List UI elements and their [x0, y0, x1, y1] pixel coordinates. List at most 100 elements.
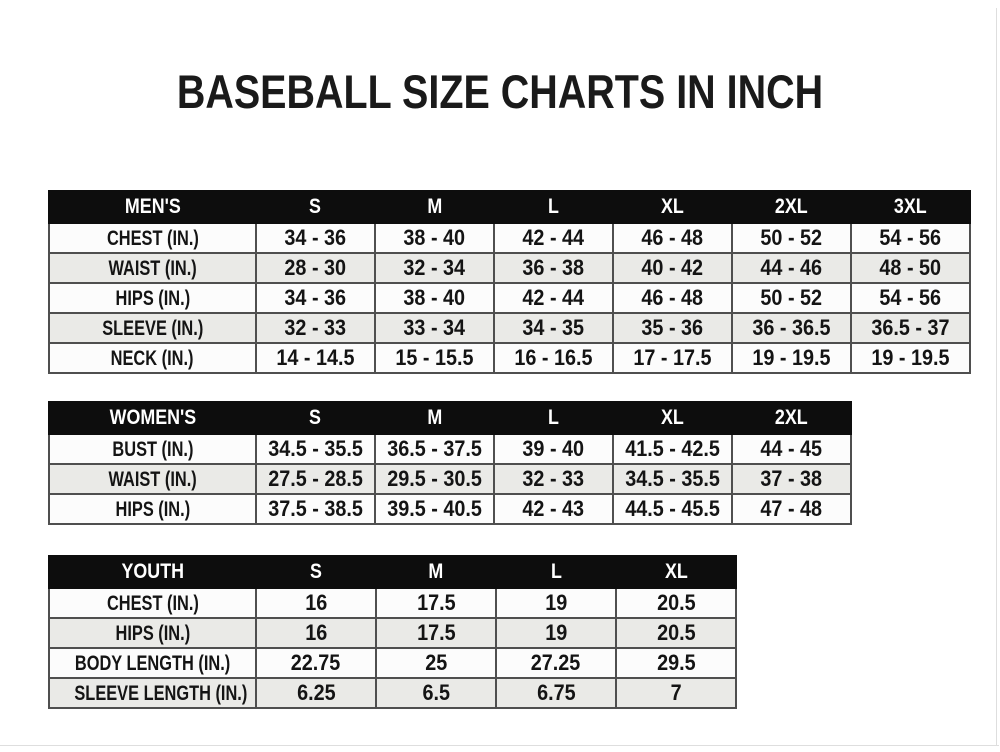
youth-size-table: YOUTH S M L XL CHEST (IN.) 16 17.5 19 20.5 HIPS (I…	[48, 555, 737, 709]
size-value-cell: 46 - 48	[612, 222, 733, 254]
size-value-cell: 36.5 - 37.5	[374, 433, 495, 465]
size-column-header: M	[374, 401, 495, 435]
size-value: 36.5 - 37.5	[387, 436, 482, 461]
size-value-cell: 50 - 52	[731, 282, 852, 314]
size-value-cell: 19 - 19.5	[850, 342, 971, 374]
size-value: 44 - 45	[760, 436, 823, 461]
size-value: 38 - 40	[403, 225, 466, 250]
size-column-header: S	[255, 190, 376, 224]
size-value: 44.5 - 45.5	[625, 496, 720, 521]
header-label: 2XL	[775, 195, 808, 218]
size-value-cell: 17.5	[375, 587, 497, 619]
size-value-cell: 25	[375, 647, 497, 679]
size-value-cell: 44 - 46	[731, 252, 852, 284]
row-label: SLEEVE LENGTH (IN.)	[74, 682, 248, 705]
size-value-cell: 34 - 36	[255, 282, 376, 314]
header-label: 3XL	[894, 195, 927, 218]
size-column-header: S	[255, 555, 377, 589]
size-value-cell: 54 - 56	[850, 282, 971, 314]
row-label-cell: CHEST (IN.)	[48, 587, 257, 619]
size-value-cell: 36 - 36.5	[731, 312, 852, 344]
size-value: 32 - 33	[284, 315, 347, 340]
size-value: 25	[424, 650, 448, 675]
header-label: YOUTH	[121, 560, 184, 583]
size-value: 35 - 36	[641, 315, 704, 340]
size-value-cell: 27.5 - 28.5	[255, 463, 376, 495]
row-label-cell: SLEEVE (IN.)	[48, 312, 257, 344]
table-row: HIPS (IN.) 37.5 - 38.5 39.5 - 40.5 42 - 43 4…	[48, 493, 852, 525]
size-value-cell: 54 - 56	[850, 222, 971, 254]
header-label: M	[427, 195, 442, 218]
size-value: 33 - 34	[403, 315, 466, 340]
row-label: NECK (IN.)	[111, 347, 194, 370]
size-column-header: M	[374, 190, 495, 224]
size-value: 29.5 - 30.5	[387, 466, 482, 491]
size-value-cell: 34.5 - 35.5	[612, 463, 733, 495]
size-value-cell: 42 - 44	[493, 282, 614, 314]
size-value-cell: 16	[255, 617, 377, 649]
row-label-cell: WAIST (IN.)	[48, 252, 257, 284]
table-row: BODY LENGTH (IN.) 22.75 25 27.25 29.5	[48, 647, 737, 679]
size-value: 42 - 44	[522, 225, 585, 250]
row-label: WAIST (IN.)	[108, 468, 197, 491]
size-value-cell: 32 - 33	[493, 463, 614, 495]
row-label: CHEST (IN.)	[106, 592, 199, 615]
size-value-cell: 16	[255, 587, 377, 619]
header-label: XL	[664, 560, 688, 583]
row-label: SLEEVE (IN.)	[101, 317, 204, 340]
header-row: YOUTH S M L XL	[48, 555, 737, 589]
size-value-cell: 47 - 48	[731, 493, 852, 525]
size-value-cell: 6.75	[495, 677, 617, 709]
size-value: 40 - 42	[641, 255, 704, 280]
size-column-header: 3XL	[850, 190, 971, 224]
header-label: XL	[661, 195, 684, 218]
size-value: 34.5 - 35.5	[268, 436, 363, 461]
page-edge-line-bottom	[0, 745, 999, 746]
size-value-cell: 28 - 30	[255, 252, 376, 284]
size-value: 46 - 48	[641, 285, 704, 310]
size-value-cell: 6.5	[375, 677, 497, 709]
size-value-cell: 34.5 - 35.5	[255, 433, 376, 465]
size-value-cell: 39 - 40	[493, 433, 614, 465]
page-edge-line-right	[996, 8, 997, 746]
size-value-cell: 27.25	[495, 647, 617, 679]
header-label: L	[550, 560, 562, 583]
size-value: 17.5	[416, 590, 456, 615]
size-value-cell: 39.5 - 40.5	[374, 493, 495, 525]
size-value: 36 - 36.5	[752, 315, 831, 340]
header-label: L	[548, 195, 559, 218]
table-row: HIPS (IN.) 34 - 36 38 - 40 42 - 44 46 - 48 50…	[48, 282, 971, 314]
size-value-cell: 29.5 - 30.5	[374, 463, 495, 495]
size-value: 17 - 17.5	[633, 345, 712, 370]
size-value: 19	[544, 590, 568, 615]
size-value-cell: 32 - 33	[255, 312, 376, 344]
row-label: BODY LENGTH (IN.)	[74, 652, 231, 675]
size-column-header: 2XL	[731, 401, 852, 435]
table-row: WAIST (IN.) 28 - 30 32 - 34 36 - 38 40 - 42 4…	[48, 252, 971, 284]
mens-table: MEN'S S M L XL 2XL 3XL CHEST (IN.) 34 - 36 38 - 4…	[48, 190, 971, 374]
mens-size-table: MEN'S S M L XL 2XL 3XL CHEST (IN.) 34 - 36 38 - 4…	[48, 190, 971, 374]
size-column-header: XL	[612, 190, 733, 224]
size-value-cell: 15 - 15.5	[374, 342, 495, 374]
size-value-cell: 46 - 48	[612, 282, 733, 314]
womens-size-table: WOMEN'S S M L XL 2XL BUST (IN.) 34.5 - 35.5 36.5…	[48, 401, 852, 525]
size-value: 48 - 50	[879, 255, 942, 280]
size-value: 39.5 - 40.5	[387, 496, 482, 521]
row-label: WAIST (IN.)	[108, 257, 197, 280]
table-title-cell: WOMEN'S	[48, 401, 257, 435]
header-label: 2XL	[775, 406, 808, 429]
size-value-cell: 17 - 17.5	[612, 342, 733, 374]
size-value: 34 - 35	[522, 315, 585, 340]
table-row: BUST (IN.) 34.5 - 35.5 36.5 - 37.5 39 - 40 4…	[48, 433, 852, 465]
size-value-cell: 41.5 - 42.5	[612, 433, 733, 465]
size-value-cell: 50 - 52	[731, 222, 852, 254]
row-label-cell: HIPS (IN.)	[48, 493, 257, 525]
size-column-header: L	[493, 401, 614, 435]
header-label: M	[427, 406, 442, 429]
size-value-cell: 37 - 38	[731, 463, 852, 495]
size-value: 42 - 43	[522, 496, 585, 521]
header-label: WOMEN'S	[109, 406, 196, 429]
size-column-header: 2XL	[731, 190, 852, 224]
row-label-cell: CHEST (IN.)	[48, 222, 257, 254]
